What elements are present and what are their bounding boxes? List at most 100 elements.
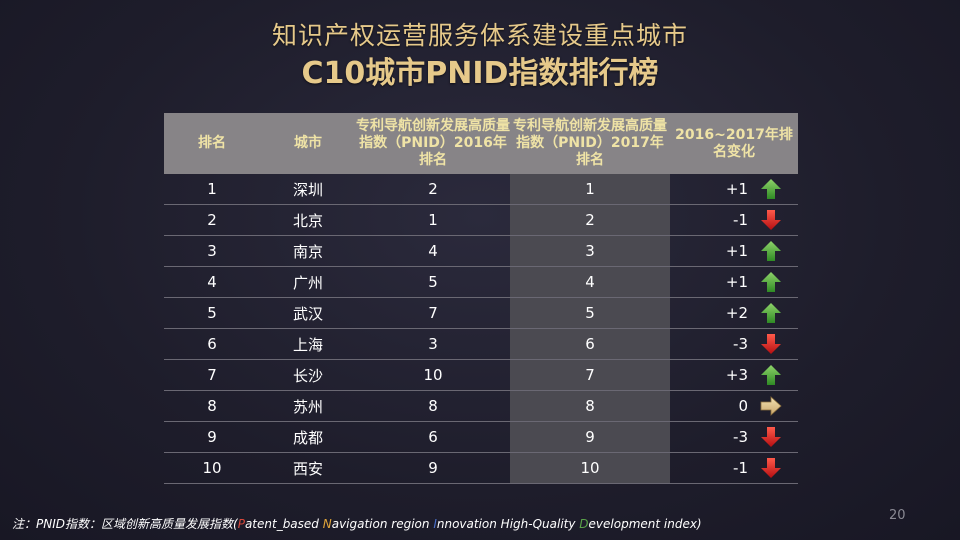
table-row: 2 北京 1 2 -1: [164, 204, 798, 236]
table-row: 5 武汉 7 5 +2: [164, 297, 798, 329]
cell-rank-change: -1: [670, 452, 798, 484]
footnote: 注：PNID指数：区域创新高质量发展指数(Patent_based Naviga…: [12, 515, 702, 532]
cell-city: 广州: [260, 266, 356, 298]
cell-2016-rank: 9: [356, 452, 510, 484]
header-city: 城市: [260, 113, 356, 174]
cell-rank-change: -3: [670, 421, 798, 453]
cell-2016-rank: 8: [356, 390, 510, 422]
rank-change-value: 0: [738, 397, 748, 415]
cell-city: 成都: [260, 421, 356, 453]
cell-2017-rank: 2: [510, 204, 670, 236]
header-2016-rank: 专利导航创新发展高质量指数（PNID）2016年排名: [356, 113, 510, 174]
page-number: 20: [889, 508, 906, 523]
table-row: 10 西安 9 10 -1: [164, 452, 798, 484]
cell-2017-rank: 5: [510, 297, 670, 329]
cell-rank-change: -1: [670, 204, 798, 236]
footnote-d-letter: D: [579, 517, 589, 531]
arrow-down-icon: [760, 209, 782, 231]
cell-2017-rank: 4: [510, 266, 670, 298]
cell-rank-change: +2: [670, 297, 798, 329]
cell-2017-rank: 6: [510, 328, 670, 360]
cell-2016-rank: 4: [356, 235, 510, 267]
rank-change-value: -3: [733, 428, 748, 446]
footnote-p-letter: P: [237, 517, 245, 531]
cell-city: 西安: [260, 452, 356, 484]
rank-change-value: +2: [725, 304, 748, 322]
cell-rank: 1: [164, 174, 260, 205]
table-row: 3 南京 4 3 +1: [164, 235, 798, 267]
cell-rank-change: +1: [670, 235, 798, 267]
rank-change-value: +1: [725, 242, 748, 260]
table-body: 1 深圳 2 1 +1 2 北京 1 2 -1 3 南京 4 3 +1 4 广州 5 4 +1 5 武汉 7 5 +2 6 上海 3 6…: [164, 174, 798, 484]
cell-2016-rank: 6: [356, 421, 510, 453]
cell-city: 上海: [260, 328, 356, 360]
cell-2017-rank: 3: [510, 235, 670, 267]
table-row: 7 长沙 10 7 +3: [164, 359, 798, 391]
footnote-p-rest: atent_based: [244, 517, 323, 531]
cell-city: 长沙: [260, 359, 356, 391]
cell-rank: 3: [164, 235, 260, 267]
arrow-up-icon: [760, 178, 782, 200]
arrow-down-icon: [760, 457, 782, 479]
cell-2016-rank: 1: [356, 204, 510, 236]
footnote-prefix: 注：PNID指数：区域创新高质量发展指数(: [12, 517, 238, 531]
cell-2016-rank: 3: [356, 328, 510, 360]
cell-2016-rank: 7: [356, 297, 510, 329]
footnote-d-rest: evelopment index): [588, 517, 702, 531]
cell-2016-rank: 10: [356, 359, 510, 391]
cell-2017-rank: 7: [510, 359, 670, 391]
header-rank: 排名: [164, 113, 260, 174]
cell-rank: 10: [164, 452, 260, 484]
table-row: 6 上海 3 6 -3: [164, 328, 798, 360]
arrow-down-icon: [760, 333, 782, 355]
footnote-i-rest: nnovation High-Quality: [436, 517, 580, 531]
title-line-2: C10城市PNID指数排行榜: [301, 56, 659, 91]
table-row: 4 广州 5 4 +1: [164, 266, 798, 298]
cell-rank: 5: [164, 297, 260, 329]
cell-rank: 4: [164, 266, 260, 298]
title-line-1: 知识产权运营服务体系建设重点城市: [271, 21, 688, 50]
cell-rank-change: -3: [670, 328, 798, 360]
cell-2017-rank: 10: [510, 452, 670, 484]
cell-rank: 6: [164, 328, 260, 360]
table-row: 8 苏州 8 8 0: [164, 390, 798, 422]
arrow-right-icon: [760, 395, 782, 417]
title-block: 知识产权运营服务体系建设重点城市 C10城市PNID指数排行榜: [0, 20, 960, 94]
cell-rank-change: +3: [670, 359, 798, 391]
table-row: 9 成都 6 9 -3: [164, 421, 798, 453]
arrow-up-icon: [760, 271, 782, 293]
ranking-table: 排名 城市 专利导航创新发展高质量指数（PNID）2016年排名 专利导航创新发…: [164, 113, 798, 484]
cell-city: 深圳: [260, 174, 356, 205]
arrow-up-icon: [760, 240, 782, 262]
rank-change-value: -1: [733, 211, 748, 229]
table-header-row: 排名 城市 专利导航创新发展高质量指数（PNID）2016年排名 专利导航创新发…: [164, 113, 798, 174]
cell-rank: 8: [164, 390, 260, 422]
arrow-up-icon: [760, 364, 782, 386]
rank-change-value: +3: [725, 366, 748, 384]
arrow-up-icon: [760, 302, 782, 324]
cell-rank-change: 0: [670, 390, 798, 422]
cell-rank: 9: [164, 421, 260, 453]
cell-rank-change: +1: [670, 266, 798, 298]
ranking-table-container: 排名 城市 专利导航创新发展高质量指数（PNID）2016年排名 专利导航创新发…: [164, 113, 798, 484]
rank-change-value: +1: [725, 273, 748, 291]
rank-change-value: -3: [733, 335, 748, 353]
cell-rank: 7: [164, 359, 260, 391]
header-2017-rank: 专利导航创新发展高质量指数（PNID）2017年排名: [510, 113, 670, 174]
arrow-down-icon: [760, 426, 782, 448]
footnote-n-letter: N: [322, 517, 332, 531]
cell-2017-rank: 1: [510, 174, 670, 205]
cell-2017-rank: 9: [510, 421, 670, 453]
rank-change-value: +1: [725, 180, 748, 198]
cell-2017-rank: 8: [510, 390, 670, 422]
cell-2016-rank: 5: [356, 266, 510, 298]
cell-2016-rank: 2: [356, 174, 510, 205]
footnote-n-rest: avigation region: [331, 517, 434, 531]
table-row: 1 深圳 2 1 +1: [164, 174, 798, 205]
cell-city: 北京: [260, 204, 356, 236]
cell-city: 南京: [260, 235, 356, 267]
cell-rank-change: +1: [670, 174, 798, 205]
header-rank-change: 2016~2017年排名变化: [670, 113, 798, 174]
cell-rank: 2: [164, 204, 260, 236]
rank-change-value: -1: [733, 459, 748, 477]
